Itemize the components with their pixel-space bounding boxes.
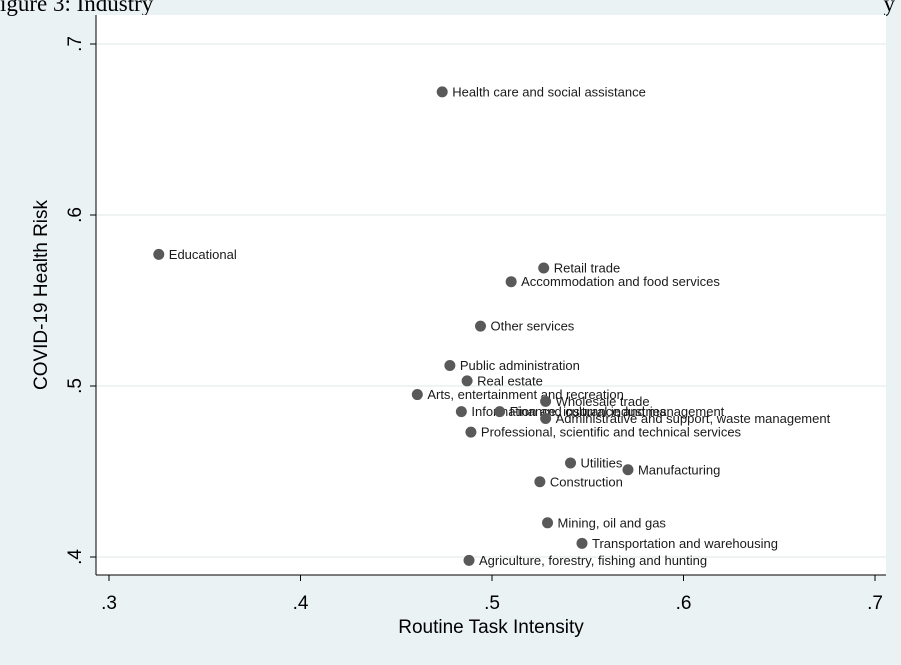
caption-right: y xyxy=(883,0,896,16)
data-point xyxy=(455,406,467,418)
figure-caption: igure 3: Industry y xyxy=(0,0,901,17)
point-label: Utilities xyxy=(581,455,623,470)
data-point xyxy=(436,86,448,98)
data-points: Health care and social assistance Educati… xyxy=(153,84,831,568)
point-label: Information and cultural industries xyxy=(471,404,667,419)
data-point xyxy=(411,389,423,401)
data-point xyxy=(540,412,552,424)
axes: .4 .5 .6 .7 .3 .4 .5 .6 .7 xyxy=(65,15,886,614)
point-label: Wholesale trade xyxy=(556,394,650,409)
point-label: Administrative and support, waste manage… xyxy=(556,411,831,426)
x-axis-label: Routine Task Intensity xyxy=(398,617,584,638)
data-point xyxy=(463,554,475,566)
point-label: Health care and social assistance xyxy=(452,84,646,99)
y-tick-label: .6 xyxy=(65,207,86,223)
data-point xyxy=(494,406,506,418)
x-tick-label: .5 xyxy=(484,593,500,614)
point-label: Professional, scientific and technical s… xyxy=(481,425,742,440)
data-point xyxy=(540,395,552,407)
point-label: Other services xyxy=(491,319,575,334)
point-label: Accommodation and food services xyxy=(521,274,720,289)
data-point xyxy=(444,359,456,371)
grid-lines xyxy=(96,43,886,558)
point-label: Arts, entertainment and recreation xyxy=(427,387,624,402)
data-point xyxy=(475,320,487,332)
x-tick-label: .3 xyxy=(101,593,117,614)
caption-left: igure 3: Industry xyxy=(0,0,154,16)
point-label: Retail trade xyxy=(554,261,620,276)
data-point xyxy=(542,517,554,529)
data-point xyxy=(505,276,517,288)
x-tick-label: .7 xyxy=(867,593,883,614)
point-label: Manufacturing xyxy=(638,462,720,477)
point-label: Finance, insurance and management xyxy=(510,404,725,419)
point-label: Educational xyxy=(169,247,237,262)
data-point xyxy=(153,248,165,260)
x-tick-label: .6 xyxy=(676,593,692,614)
plot-area xyxy=(96,15,886,575)
point-label: Construction xyxy=(550,474,623,489)
data-point xyxy=(565,457,577,469)
data-point xyxy=(534,476,546,488)
y-axis-label: COVID-19 Health Risk xyxy=(31,199,52,390)
point-label: Mining, oil and gas xyxy=(558,515,667,530)
data-point xyxy=(465,426,477,438)
data-point xyxy=(538,262,550,274)
y-tick-label: .7 xyxy=(65,36,86,52)
point-label: Agriculture, forestry, fishing and hunti… xyxy=(479,553,707,568)
x-tick-label: .4 xyxy=(293,593,309,614)
point-label: Public administration xyxy=(460,358,580,373)
point-label: Transportation and warehousing xyxy=(592,536,778,551)
data-point xyxy=(461,375,473,387)
y-tick-label: .5 xyxy=(65,378,86,394)
data-point xyxy=(622,464,634,476)
y-tick-label: .4 xyxy=(65,549,86,565)
point-label: Real estate xyxy=(477,373,543,388)
data-point xyxy=(576,537,588,549)
